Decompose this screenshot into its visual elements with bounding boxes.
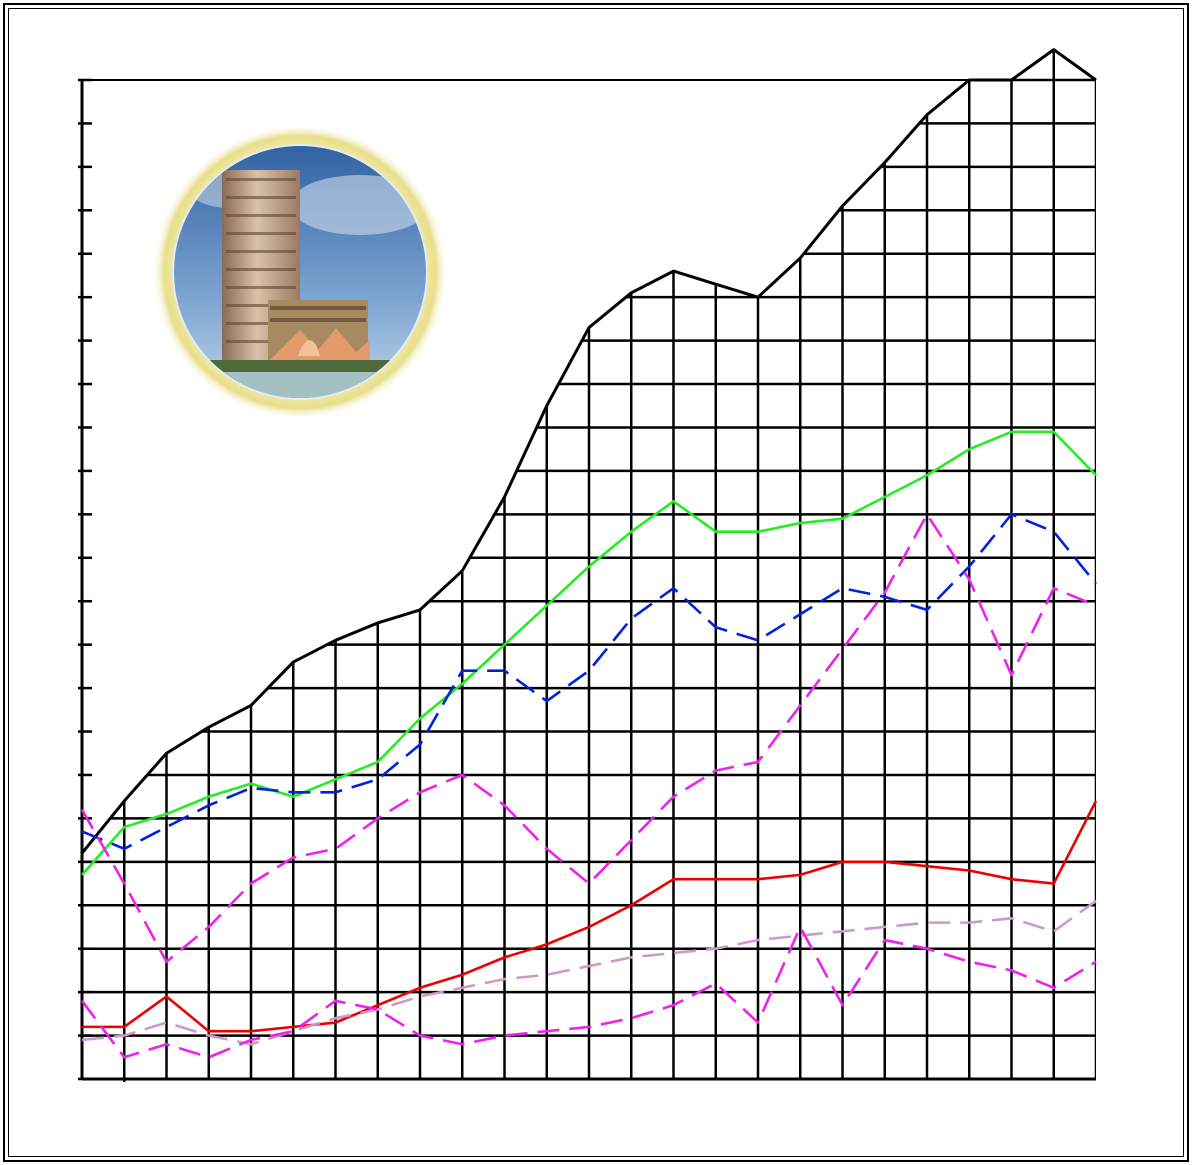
series-line-2	[81, 430, 1097, 876]
series-line-6	[81, 899, 1097, 1046]
outer-frame	[3, 3, 1189, 1162]
series-line-3	[81, 513, 1098, 851]
series-lines	[80, 48, 1098, 1059]
inner-frame	[8, 8, 1184, 1157]
building-photo-medallion	[152, 124, 448, 420]
series-line-5	[82, 800, 1098, 1033]
chart-axes	[78, 78, 1096, 1082]
series-line-7	[80, 925, 1097, 1059]
series-line-1	[80, 48, 1097, 855]
series-line-4	[80, 513, 1097, 964]
